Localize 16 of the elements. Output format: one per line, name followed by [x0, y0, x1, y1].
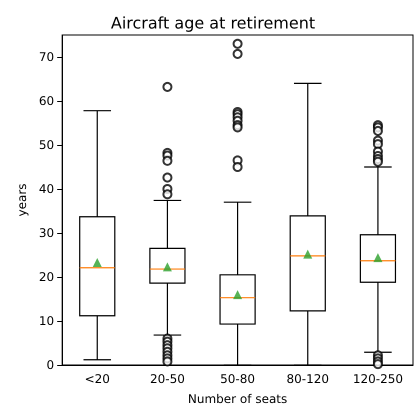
- y-tick-label: 0: [46, 358, 54, 372]
- x-tick-label: <20: [84, 372, 110, 386]
- chart-title: Aircraft age at retirement: [110, 14, 316, 32]
- x-tick-label: 120-250: [352, 372, 403, 386]
- y-tick-label: 60: [38, 94, 54, 108]
- x-axis-title: Number of seats: [188, 392, 288, 406]
- y-tick-label: 30: [38, 226, 54, 240]
- x-tick-label: 20-50: [150, 372, 185, 386]
- x-tick-label: 80-120: [286, 372, 330, 386]
- y-tick-label: 70: [38, 50, 54, 64]
- y-axis-title: years: [15, 183, 29, 217]
- y-tick-label: 10: [38, 314, 54, 328]
- y-tick-label: 20: [38, 270, 54, 284]
- x-tick-label: 50-80: [220, 372, 256, 386]
- y-tick-label: 50: [38, 138, 54, 152]
- y-tick-label: 40: [38, 182, 54, 196]
